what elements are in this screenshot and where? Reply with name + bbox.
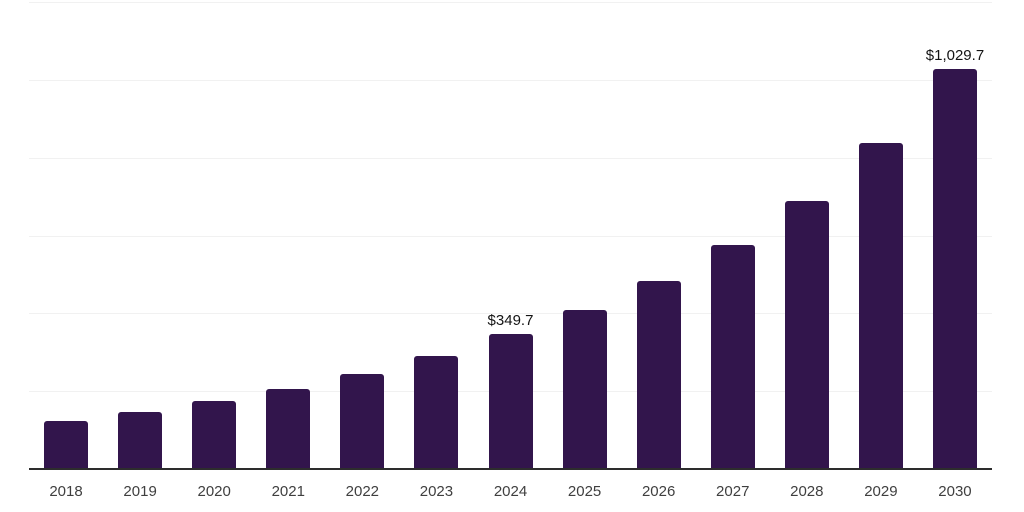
x-tick-label-2029: 2029 bbox=[864, 483, 898, 500]
bar-2026[interactable] bbox=[636, 280, 681, 470]
bar-2024[interactable]: $349.7 bbox=[488, 312, 533, 470]
x-axis-line bbox=[29, 468, 992, 470]
bar-2021[interactable] bbox=[266, 389, 311, 470]
bar-slot-2024: $349.7 bbox=[473, 3, 547, 470]
bar-slot-2019 bbox=[103, 3, 177, 470]
x-tick-label-2027: 2027 bbox=[716, 483, 750, 500]
bar-2022[interactable] bbox=[340, 373, 385, 470]
x-tick-label-2020: 2020 bbox=[197, 483, 231, 500]
bar-slot-2025 bbox=[548, 3, 622, 470]
gridline-800 bbox=[29, 157, 992, 159]
bar-slot-2020 bbox=[177, 3, 251, 470]
bar-value-label-2030: $1,029.7 bbox=[925, 47, 985, 65]
bar-slot-2027 bbox=[696, 3, 770, 470]
bar-2028[interactable] bbox=[784, 201, 829, 470]
bars-container: $349.7 $1,029.7 bbox=[29, 3, 992, 470]
bar-value-label-2024: $349.7 bbox=[487, 311, 534, 329]
bar-2023[interactable] bbox=[414, 355, 459, 470]
x-tick-label-2030: 2030 bbox=[938, 483, 972, 500]
x-tick-label-2022: 2022 bbox=[345, 483, 380, 500]
bar-slot-2029 bbox=[844, 3, 918, 470]
bar-2025[interactable] bbox=[562, 309, 607, 470]
bar-slot-2018 bbox=[29, 3, 103, 470]
gridline-1200 bbox=[29, 2, 992, 3]
x-tick-label-2018: 2018 bbox=[49, 483, 83, 500]
bar-2020[interactable] bbox=[192, 401, 237, 470]
bar-2019[interactable] bbox=[118, 411, 163, 470]
bar-2027[interactable] bbox=[710, 245, 755, 470]
bar-slot-2022 bbox=[325, 3, 399, 470]
bar-slot-2030: $1,029.7 bbox=[918, 3, 992, 470]
bar-2018[interactable] bbox=[44, 420, 89, 470]
bar-chart: $349.7 $1,029.7 2018 2019 2020 2021 2022 2023 2… bbox=[29, 2, 992, 500]
x-tick-label-2023: 2023 bbox=[419, 483, 454, 500]
bar-slot-2026 bbox=[622, 3, 696, 470]
x-tick-label-2021: 2021 bbox=[271, 483, 305, 500]
gridline-400 bbox=[29, 313, 992, 315]
bar-2030[interactable]: $1,029.7 bbox=[926, 47, 984, 470]
gridline-600 bbox=[29, 235, 992, 237]
bar-slot-2028 bbox=[770, 3, 844, 470]
bar-slot-2021 bbox=[251, 3, 325, 470]
plot-area: $349.7 $1,029.7 bbox=[29, 2, 992, 470]
x-tick-label-2028: 2028 bbox=[790, 483, 824, 500]
gridline-1000 bbox=[29, 79, 992, 81]
bar-2029[interactable] bbox=[858, 143, 903, 470]
x-tick-label-2024: 2024 bbox=[493, 483, 528, 500]
x-tick-label-2019: 2019 bbox=[123, 483, 157, 500]
x-tick-label-2026: 2026 bbox=[641, 483, 676, 500]
x-axis-labels: 2018 2019 2020 2021 2022 2023 2024 2025 2026 2027… bbox=[29, 483, 992, 500]
x-tick-label-2025: 2025 bbox=[567, 483, 602, 500]
bar-slot-2023 bbox=[399, 3, 473, 470]
